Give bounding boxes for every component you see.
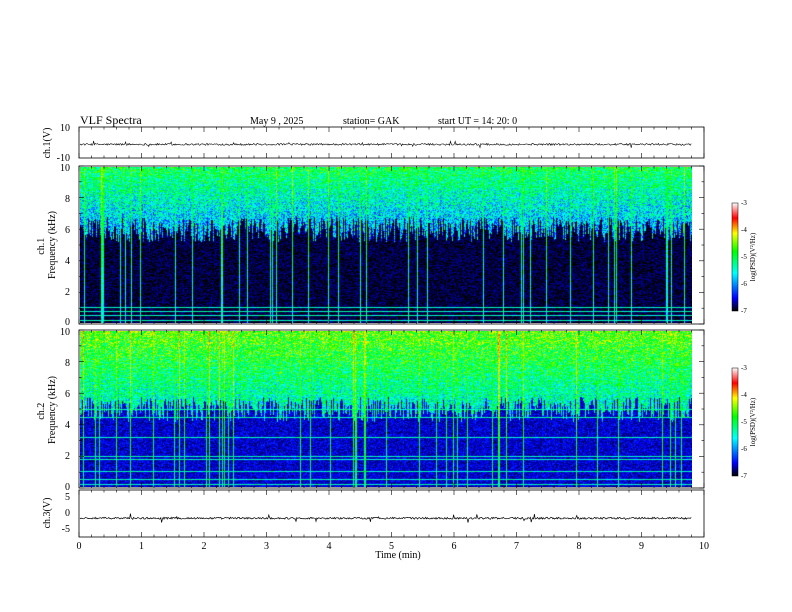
figure-title: VLF Spectra	[80, 113, 142, 127]
date-label: May 9 , 2025	[250, 116, 303, 127]
x-tick-label: 5	[389, 541, 394, 552]
ch3-waveform-trace	[79, 513, 692, 523]
ch2-colorbar-tick-m6: -6	[741, 445, 747, 453]
ch2-colorbar-tick-m5: -5	[741, 418, 747, 426]
ch1-colorbar-label: log(PSD)(V²/Hz)	[749, 232, 757, 281]
ch2-colorbar	[731, 367, 739, 477]
ch2-spec-ytick-4: 4	[65, 420, 70, 431]
ch2-spec-ylabel-line1: ch.2	[36, 403, 47, 420]
ch1-spec-ytick-6: 6	[65, 225, 70, 236]
ch1-spec-ytick-4: 4	[65, 256, 70, 267]
ch2-spec-ytick-0: 0	[65, 482, 70, 493]
x-tick-label: 2	[202, 541, 207, 552]
x-axis-label: Time (min)	[375, 550, 420, 561]
ch2-spec-ytick-2: 2	[65, 451, 70, 462]
ch1-spec-ytick-8: 8	[65, 194, 70, 205]
ch2-colorbar-label: log(PSD)(V²/Hz)	[749, 397, 757, 446]
ch3-waveform-frame	[78, 489, 705, 538]
ch1-ytick-bottom: -10	[57, 153, 70, 164]
ch2-colorbar-tick-m7: -7	[741, 472, 747, 480]
ch1-spectrogram-image	[80, 167, 692, 323]
ch2-colorbar-tick-m3: -3	[741, 364, 747, 372]
ch2-spec-ytick-10: 10	[60, 327, 70, 338]
ch2-spec-ytick-8: 8	[65, 358, 70, 369]
ch1-waveform-trace	[79, 140, 692, 149]
ch1-spec-ytick-10: 10	[60, 163, 70, 174]
ch1-waveform-panel: 10 -10 ch.1(V)	[42, 123, 705, 164]
x-tick-label: 4	[327, 541, 332, 552]
ch1-spec-ylabel-line2: Frequency (kHz)	[47, 211, 58, 279]
ch2-colorbar-tick-m4: -4	[741, 391, 747, 399]
ch1-colorbar	[731, 202, 739, 312]
x-tick-label: 8	[577, 541, 582, 552]
x-tick-label: 3	[264, 541, 269, 552]
ch1-spec-ytick-2: 2	[65, 287, 70, 298]
ch1-colorbar-tick-m3: -3	[741, 199, 747, 207]
ch1-spec-ytick-0: 0	[65, 317, 70, 328]
x-tick-label: 0	[77, 541, 82, 552]
ch2-spectrogram-panel: 0 2 4 6 8 10 ch.2 Frequency (kHz) -3 -4 …	[36, 327, 757, 493]
ch2-spectrogram-image	[80, 331, 692, 487]
ch3-ytick-bottom: -5	[62, 524, 70, 535]
ch3-waveform-panel: 5 0 -5 ch.3(V)	[42, 489, 705, 538]
x-axis: 0 1 2 3 4 5 6 7 8 9 10	[77, 541, 710, 552]
ch2-spec-ytick-6: 6	[65, 389, 70, 400]
ch1-waveform-frame	[78, 126, 705, 159]
start-ut-label: start UT = 14: 20: 0	[438, 116, 517, 127]
ch2-spec-ylabel-line2: Frequency (kHz)	[47, 376, 58, 444]
ch1-ytick-top: 10	[60, 123, 70, 134]
ch1-spec-ylabel: ch.1 Frequency (kHz)	[36, 211, 58, 279]
x-tick-label: 10	[699, 541, 709, 552]
ch1-colorbar-tick-m7: -7	[741, 307, 747, 315]
ch1-colorbar-tick-m5: -5	[741, 253, 747, 261]
ch3-ytick-top: 5	[65, 492, 70, 503]
ch1-spec-ylabel-line1: ch.1	[36, 238, 47, 255]
x-tick-label: 7	[514, 541, 519, 552]
ch1-spectrogram-panel: 0 2 4 6 8 10 ch.1 Frequency (kHz) -3 -4 …	[36, 163, 757, 328]
ch1-ylabel: ch.1(V)	[42, 128, 53, 159]
ch3-ytick-mid: 0	[65, 508, 70, 519]
x-tick-label: 9	[639, 541, 644, 552]
ch2-spec-ylabel: ch.2 Frequency (kHz)	[36, 376, 58, 444]
station-label: station= GAK	[343, 116, 400, 127]
x-tick-label: 6	[452, 541, 457, 552]
ch1-colorbar-tick-m6: -6	[741, 280, 747, 288]
ch1-colorbar-tick-m4: -4	[741, 226, 747, 234]
ch3-ylabel: ch.3(V)	[42, 498, 53, 529]
x-tick-label: 1	[139, 541, 144, 552]
